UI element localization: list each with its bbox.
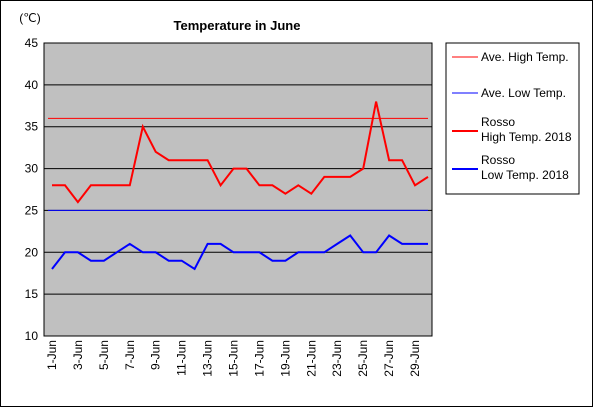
x-tick-label: 11-Jun [175, 340, 189, 376]
x-tick-label: 27-Jun [382, 340, 396, 377]
y-unit-label: (℃) [19, 11, 40, 25]
x-tick-label: 1-Jun [45, 340, 59, 370]
x-tick-label: 25-Jun [356, 340, 370, 377]
y-tick-label: 45 [25, 36, 39, 50]
y-tick-label: 30 [25, 162, 39, 176]
x-tick-label: 23-Jun [330, 340, 344, 377]
y-tick-label: 10 [25, 329, 39, 343]
series-line-3 [51, 234, 428, 271]
x-axis-ticks: 1-Jun 3-Jun 5-Jun 7-Jun 9-Jun 11-Jun 13-Jun 15-… [45, 340, 422, 377]
y-axis-ticks: 10 15 20 25 30 35 40 45 [25, 36, 39, 343]
x-tick-label: 3-Jun [71, 340, 85, 370]
chart-title: Temperature in June [174, 18, 301, 33]
x-tick-label: 17-Jun [252, 340, 266, 377]
x-tick-label: 15-Jun [227, 340, 241, 377]
x-tick-label: 19-Jun [278, 340, 292, 377]
x-tick-label: 5-Jun [97, 340, 111, 370]
y-tick-label: 15 [25, 287, 39, 301]
plot-area [43, 42, 433, 337]
x-tick-label: 7-Jun [123, 340, 137, 370]
legend-label: Ave. High Temp. [481, 50, 569, 64]
y-tick-label: 40 [25, 78, 39, 92]
x-tick-label: 29-Jun [408, 340, 422, 377]
legend: Ave. High Temp. Ave. Low Temp. Rosso High T… [452, 50, 572, 182]
x-tick-label: 13-Jun [201, 340, 215, 377]
legend-label: Rosso Low Temp. 2018 [481, 153, 569, 182]
y-tick-label: 25 [25, 203, 39, 217]
series-line-2 [52, 101, 429, 204]
x-tick-label: 21-Jun [304, 340, 318, 377]
legend-label: Rosso High Temp. 2018 [481, 115, 572, 144]
x-tick-label: 9-Jun [149, 340, 163, 370]
series-lines [48, 101, 429, 271]
y-tick-label: 20 [25, 245, 39, 259]
y-tick-label: 35 [25, 120, 39, 134]
legend-label: Ave. Low Temp. [481, 86, 566, 100]
